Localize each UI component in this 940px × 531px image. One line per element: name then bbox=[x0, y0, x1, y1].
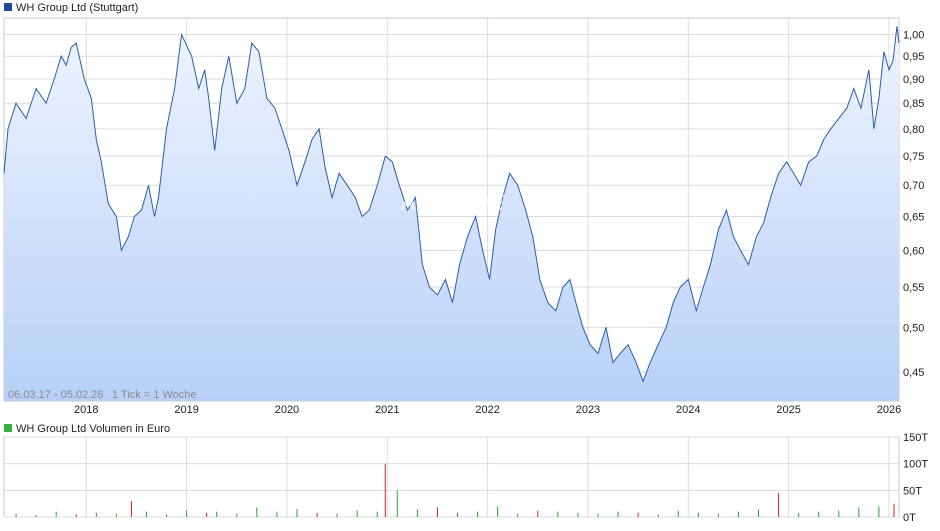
volume-y-axis: 150T 100T 50T 0T bbox=[903, 432, 928, 524]
x-tick-label: 2020 bbox=[275, 404, 299, 416]
volume-y-tick-label: 50T bbox=[903, 485, 922, 497]
price-legend-swatch bbox=[4, 3, 12, 11]
volume-legend: WH Group Ltd Volumen in Euro bbox=[16, 423, 170, 435]
x-tick-label: 2022 bbox=[475, 404, 499, 416]
price-y-tick-label: 0,50 bbox=[903, 322, 924, 334]
date-range-note: 06.03.17 - 05.02.26 bbox=[8, 389, 103, 401]
volume-y-tick-label: 100T bbox=[903, 459, 928, 471]
volume-panel-frame bbox=[3, 436, 900, 518]
price-y-tick-label: 0,55 bbox=[903, 282, 924, 294]
price-y-tick-label: 0,45 bbox=[903, 367, 924, 379]
x-tick-label: 2019 bbox=[174, 404, 198, 416]
price-area bbox=[4, 26, 899, 401]
volume-bars bbox=[15, 463, 895, 517]
volume-y-tick-label: 0T bbox=[903, 512, 916, 524]
price-y-tick-label: 0,65 bbox=[903, 212, 924, 224]
x-tick-label: 2025 bbox=[776, 404, 800, 416]
tick-note: 1 Tick = 1 Woche bbox=[112, 389, 196, 401]
price-y-tick-label: 0,75 bbox=[903, 151, 924, 163]
price-legend: WH Group Ltd (Stuttgart) bbox=[16, 2, 138, 14]
x-tick-label: 2021 bbox=[375, 404, 399, 416]
price-line bbox=[3, 26, 900, 383]
x-tick-label: 2018 bbox=[74, 404, 98, 416]
volume-y-tick-label: 150T bbox=[903, 432, 928, 444]
x-tick-label: 2024 bbox=[676, 404, 700, 416]
volume-legend-swatch bbox=[4, 424, 12, 432]
price-y-tick-label: 0,70 bbox=[903, 180, 924, 192]
watermark: ARIVA.DE bbox=[399, 190, 505, 215]
price-y-tick-label: 1,00 bbox=[903, 30, 924, 42]
price-y-tick-label: 0,85 bbox=[903, 98, 924, 110]
price-y-tick-label: 0,90 bbox=[903, 74, 924, 86]
x-tick-label: 2023 bbox=[576, 404, 600, 416]
price-y-tick-label: 0,60 bbox=[903, 245, 924, 257]
price-y-axis: 1,00 0,95 0,90 0,85 0,80 0,75 0,70 0,65 0,60 0,55… bbox=[903, 30, 924, 379]
x-tick-label: 2026 bbox=[877, 404, 901, 416]
volume-grid bbox=[4, 436, 899, 518]
price-y-tick-label: 0,80 bbox=[903, 124, 924, 136]
x-axis: 2018 2019 2020 2021 2022 2023 2024 2025 2026 bbox=[74, 404, 901, 416]
price-y-tick-label: 0,95 bbox=[903, 51, 924, 63]
